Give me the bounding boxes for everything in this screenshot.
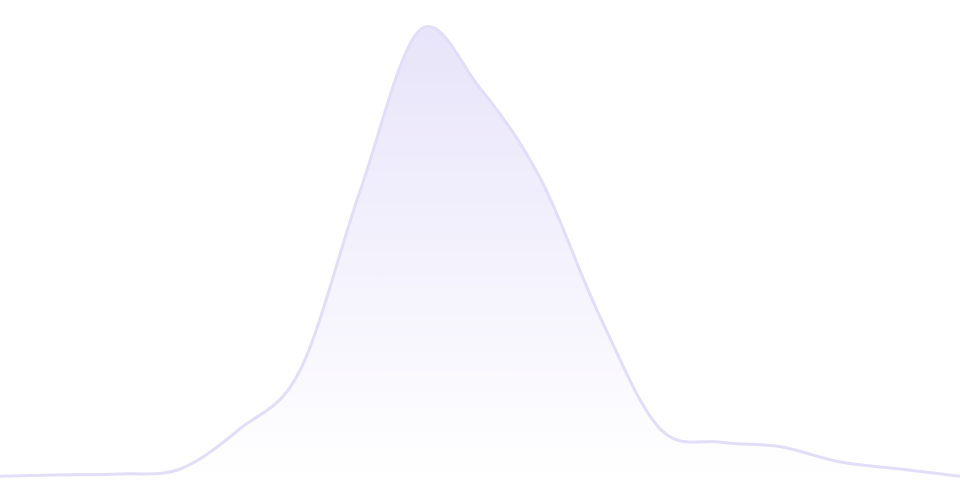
area-fill bbox=[0, 26, 960, 480]
area-line bbox=[0, 25, 960, 478]
